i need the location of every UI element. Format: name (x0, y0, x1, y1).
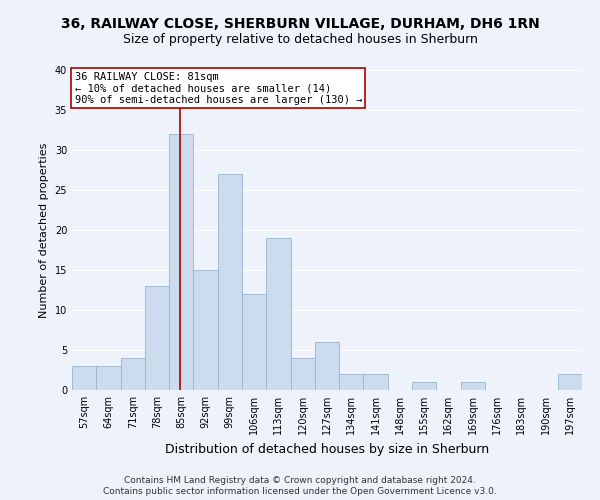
Bar (364, 374, 388, 390)
Text: 36 RAILWAY CLOSE: 81sqm
← 10% of detached houses are smaller (14)
90% of semi-de: 36 RAILWAY CLOSE: 81sqm ← 10% of detache… (74, 72, 362, 105)
Bar (96, 366, 121, 390)
Text: Size of property relative to detached houses in Sherburn: Size of property relative to detached ho… (122, 32, 478, 46)
Bar (461, 382, 485, 390)
Bar (193, 270, 218, 390)
Bar (266, 238, 290, 390)
Text: Contains public sector information licensed under the Open Government Licence v3: Contains public sector information licen… (103, 488, 497, 496)
Bar (121, 358, 145, 390)
Bar (72, 366, 96, 390)
Bar (412, 382, 436, 390)
Bar (242, 294, 266, 390)
Bar (558, 374, 582, 390)
Bar (218, 174, 242, 390)
Bar (315, 342, 339, 390)
Bar (145, 286, 169, 390)
Bar (339, 374, 364, 390)
Bar (290, 358, 315, 390)
Text: Contains HM Land Registry data © Crown copyright and database right 2024.: Contains HM Land Registry data © Crown c… (124, 476, 476, 485)
Text: 36, RAILWAY CLOSE, SHERBURN VILLAGE, DURHAM, DH6 1RN: 36, RAILWAY CLOSE, SHERBURN VILLAGE, DUR… (61, 18, 539, 32)
Y-axis label: Number of detached properties: Number of detached properties (39, 142, 49, 318)
X-axis label: Distribution of detached houses by size in Sherburn: Distribution of detached houses by size … (165, 442, 489, 456)
Bar (169, 134, 193, 390)
